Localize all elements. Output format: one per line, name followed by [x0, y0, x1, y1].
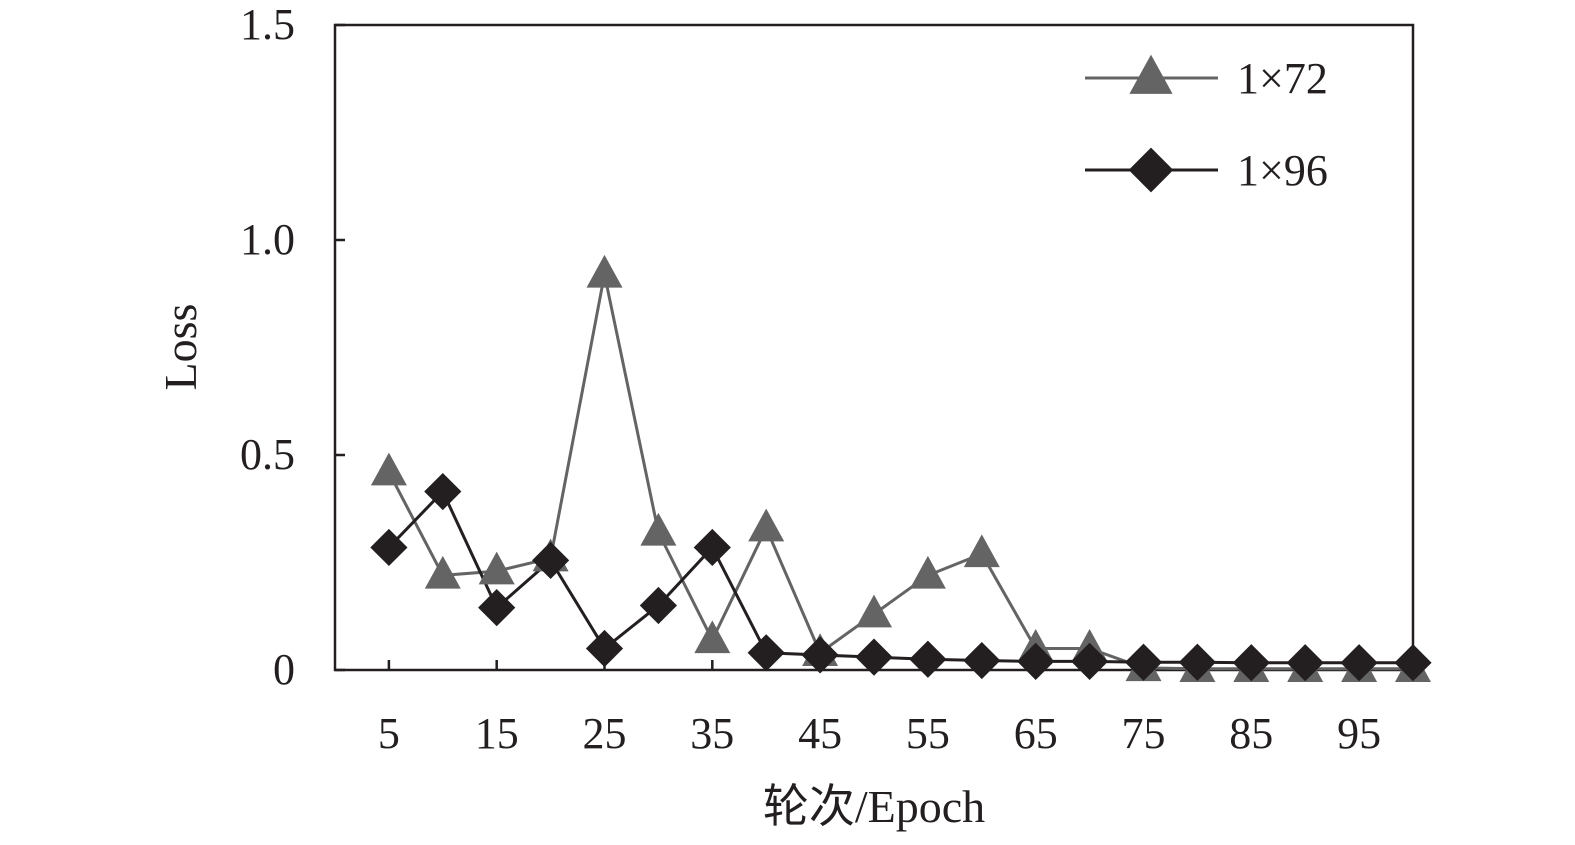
data-point-series-1 [478, 551, 515, 585]
x-tick-label: 45 [798, 709, 842, 758]
data-point-series-2 [747, 634, 785, 672]
data-point-series-2 [1124, 643, 1163, 681]
x-tick-label: 5 [378, 709, 400, 758]
data-point-series-2 [370, 528, 408, 567]
legend-marker-2 [1128, 147, 1174, 193]
data-point-series-2 [532, 541, 570, 579]
data-point-series-1 [856, 594, 892, 628]
data-point-series-2 [693, 528, 731, 567]
y-axis: 0 0.5 1.0 1.5 [240, 0, 345, 694]
data-point-series-2 [801, 636, 839, 674]
data-point-series-1 [909, 555, 946, 589]
data-point-series-2 [1394, 644, 1432, 682]
x-axis-label: 轮次/Epoch [763, 781, 985, 832]
series-layer [370, 254, 1432, 682]
x-tick-label: 95 [1337, 709, 1381, 758]
data-point-series-2 [424, 472, 462, 511]
legend: 1×72 1×96 [1085, 54, 1328, 195]
x-tick-label: 55 [906, 709, 950, 758]
data-point-series-2 [1340, 644, 1378, 682]
x-tick-label: 85 [1229, 709, 1273, 758]
data-point-series-2 [1017, 642, 1055, 680]
series-line-2 [387, 488, 1413, 665]
data-point-series-1 [586, 254, 623, 288]
y-tick-label: 0 [273, 645, 295, 694]
data-point-series-1 [963, 534, 1000, 568]
data-point-series-2 [639, 586, 677, 625]
legend-label-2: 1×96 [1237, 146, 1328, 195]
x-tick-label: 75 [1122, 709, 1166, 758]
data-point-series-2 [909, 640, 947, 678]
x-axis: 5 15 25 35 45 55 65 75 85 95 [378, 660, 1381, 758]
data-point-series-2 [1071, 642, 1109, 680]
x-tick-label: 15 [475, 709, 519, 758]
legend-label-1: 1×72 [1237, 54, 1328, 103]
data-point-series-2 [585, 629, 624, 668]
data-point-series-2 [1232, 644, 1270, 682]
x-tick-label: 65 [1014, 709, 1058, 758]
y-tick-label: 0.5 [240, 430, 295, 479]
series-line-1 [387, 274, 1413, 671]
y-tick-label: 1.0 [240, 215, 295, 264]
data-point-series-1 [424, 555, 461, 589]
data-point-series-1 [640, 512, 677, 546]
data-point-series-1 [748, 508, 785, 542]
data-point-series-1 [694, 620, 731, 654]
data-point-series-2 [1178, 643, 1216, 681]
legend-marker-1 [1129, 54, 1173, 94]
data-point-series-1 [370, 452, 407, 486]
y-tick-label: 1.5 [240, 0, 295, 49]
x-tick-label: 35 [690, 709, 734, 758]
data-point-series-2 [855, 638, 893, 676]
data-point-series-2 [1286, 644, 1324, 682]
data-point-series-2 [478, 589, 516, 627]
x-tick-label: 25 [583, 709, 627, 758]
y-axis-label: Loss [155, 304, 206, 391]
data-point-series-2 [963, 641, 1001, 680]
